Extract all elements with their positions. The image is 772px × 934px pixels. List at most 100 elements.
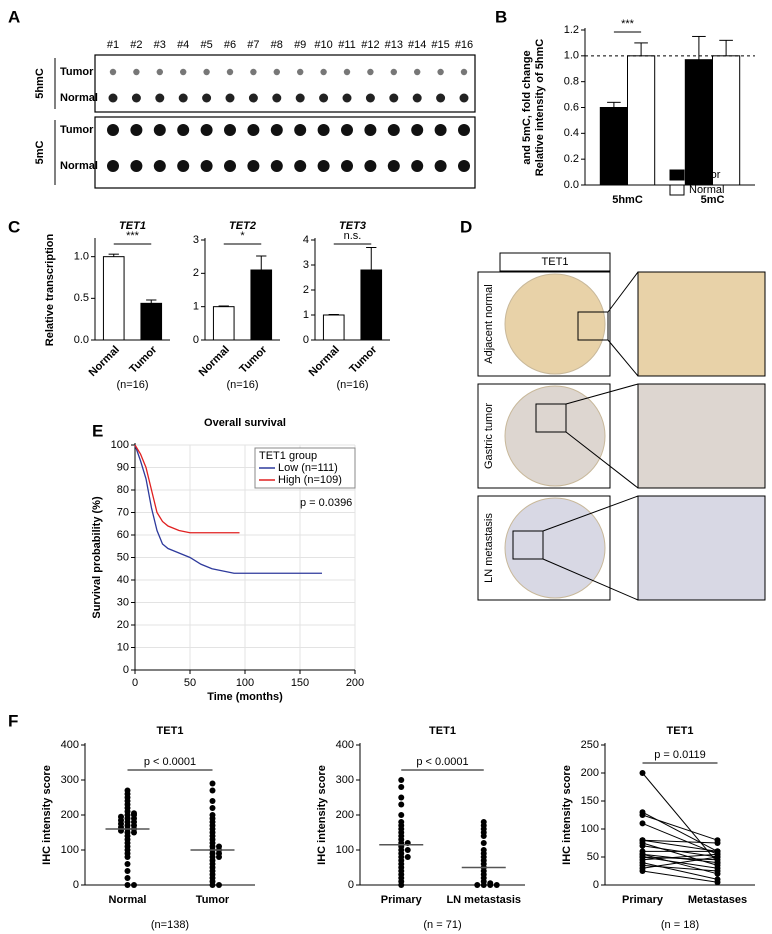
data-point <box>124 854 131 860</box>
row-label: Gastric tumor <box>483 403 495 469</box>
blot-box <box>94 54 476 113</box>
annotation: * <box>240 230 245 242</box>
y-tick-label: 60 <box>117 529 129 541</box>
data-point <box>714 840 721 846</box>
bar <box>140 302 163 341</box>
blot-dot <box>108 93 118 103</box>
data-point <box>131 829 137 836</box>
y-tick-label: 300 <box>336 774 354 786</box>
panel-letter: A <box>8 7 20 26</box>
blot-dot <box>272 93 282 103</box>
y-tick-label: 200 <box>336 809 354 821</box>
ihc-core <box>504 497 606 599</box>
data-point <box>398 794 405 801</box>
blot-dot <box>226 68 234 76</box>
pair-line <box>642 853 718 861</box>
blot-dot <box>203 68 210 76</box>
blot-dot <box>364 160 377 172</box>
blot-dot <box>320 68 327 76</box>
data-point <box>714 854 721 860</box>
zoom-box <box>512 530 544 560</box>
blot-dot <box>390 68 397 76</box>
pair-line <box>642 814 718 841</box>
x-tick-label: Normal <box>307 344 342 379</box>
y-tick-label: 100 <box>336 844 354 856</box>
y-tick-label: 0 <box>123 664 129 676</box>
line <box>134 444 322 574</box>
blot-dot <box>248 93 258 103</box>
blot-dot <box>107 160 119 172</box>
chart-title: Overall survival <box>204 417 286 429</box>
x-tick-label: 50 <box>184 677 196 689</box>
sample-label: #16 <box>455 39 473 51</box>
blot-dot <box>317 160 330 172</box>
panel-letter: D <box>460 217 472 236</box>
sample-label: #10 <box>314 39 332 51</box>
sample-label: #11 <box>338 39 356 51</box>
x-tick-label: 5hmC <box>612 194 643 206</box>
blot-dot <box>156 68 163 76</box>
panel-letter: B <box>495 7 507 26</box>
blot-dot <box>411 124 424 136</box>
blot-dot <box>177 124 190 136</box>
data-point <box>398 882 405 888</box>
legend-title: TET1 group <box>259 450 317 462</box>
chart-title: TET1 <box>429 725 456 737</box>
x-tick-label: Primary <box>381 894 423 906</box>
x-tick-label: 5mC <box>701 194 725 206</box>
y-tick-label: 250 <box>581 739 599 751</box>
blot-dot <box>224 160 236 172</box>
blot-dot <box>247 124 260 136</box>
x-tick-label: Metastases <box>688 894 747 906</box>
y-axis-label: IHC intensity score <box>561 765 573 865</box>
blot-dot <box>319 93 329 103</box>
blot-dot <box>294 160 307 172</box>
zoom-box <box>577 311 609 341</box>
y-tick-label: 0.6 <box>564 101 579 113</box>
row-label: Normal <box>60 92 98 104</box>
y-tick-label: 0.0 <box>564 179 579 191</box>
data-point <box>480 833 487 839</box>
sample-label: #9 <box>294 39 306 51</box>
blot-dot <box>200 160 213 172</box>
blot-dot <box>270 124 283 136</box>
blot-dot <box>273 68 280 76</box>
n-label: (n = 18) <box>661 919 699 931</box>
n-label: (n=16) <box>226 379 258 391</box>
y-tick-label: 0 <box>348 879 354 891</box>
data-point <box>639 770 646 776</box>
y-tick-label: 150 <box>581 795 599 807</box>
blot-dot <box>387 124 400 136</box>
annotation: *** <box>621 18 635 30</box>
blot-dot <box>389 93 399 103</box>
blot-dot <box>294 124 307 136</box>
n-label: (n = 71) <box>423 919 461 931</box>
y-tick-label: 100 <box>111 439 129 451</box>
data-point <box>209 805 216 811</box>
pair-line <box>642 870 718 883</box>
chart-title: TET1 <box>667 725 694 737</box>
row-label: LN metastasis <box>483 513 495 583</box>
y-tick-label: 80 <box>117 484 129 496</box>
y-tick-label: 0.2 <box>564 153 579 165</box>
blot-dot <box>270 160 283 172</box>
data-point <box>404 854 411 860</box>
y-tick-label: 1.2 <box>564 24 579 36</box>
data-point <box>493 882 500 888</box>
y-tick-label: 0.8 <box>564 76 579 88</box>
blot-dot <box>342 93 352 103</box>
y-axis-label: Relative transcription <box>44 233 56 346</box>
ihc-header <box>499 252 611 272</box>
y-tick-label: 90 <box>117 461 129 473</box>
data-point <box>398 777 405 783</box>
annotation: p < 0.0001 <box>144 756 196 768</box>
blot-dot <box>460 68 468 76</box>
zoom-line <box>565 383 639 405</box>
pair-line <box>642 772 718 863</box>
chart-title: TET1 <box>119 220 146 232</box>
ihc-core <box>504 385 606 487</box>
y-tick-label: 50 <box>587 851 599 863</box>
y-tick-label: 70 <box>117 506 129 518</box>
y-tick-label: 50 <box>117 551 129 563</box>
blot-dot <box>133 68 140 76</box>
